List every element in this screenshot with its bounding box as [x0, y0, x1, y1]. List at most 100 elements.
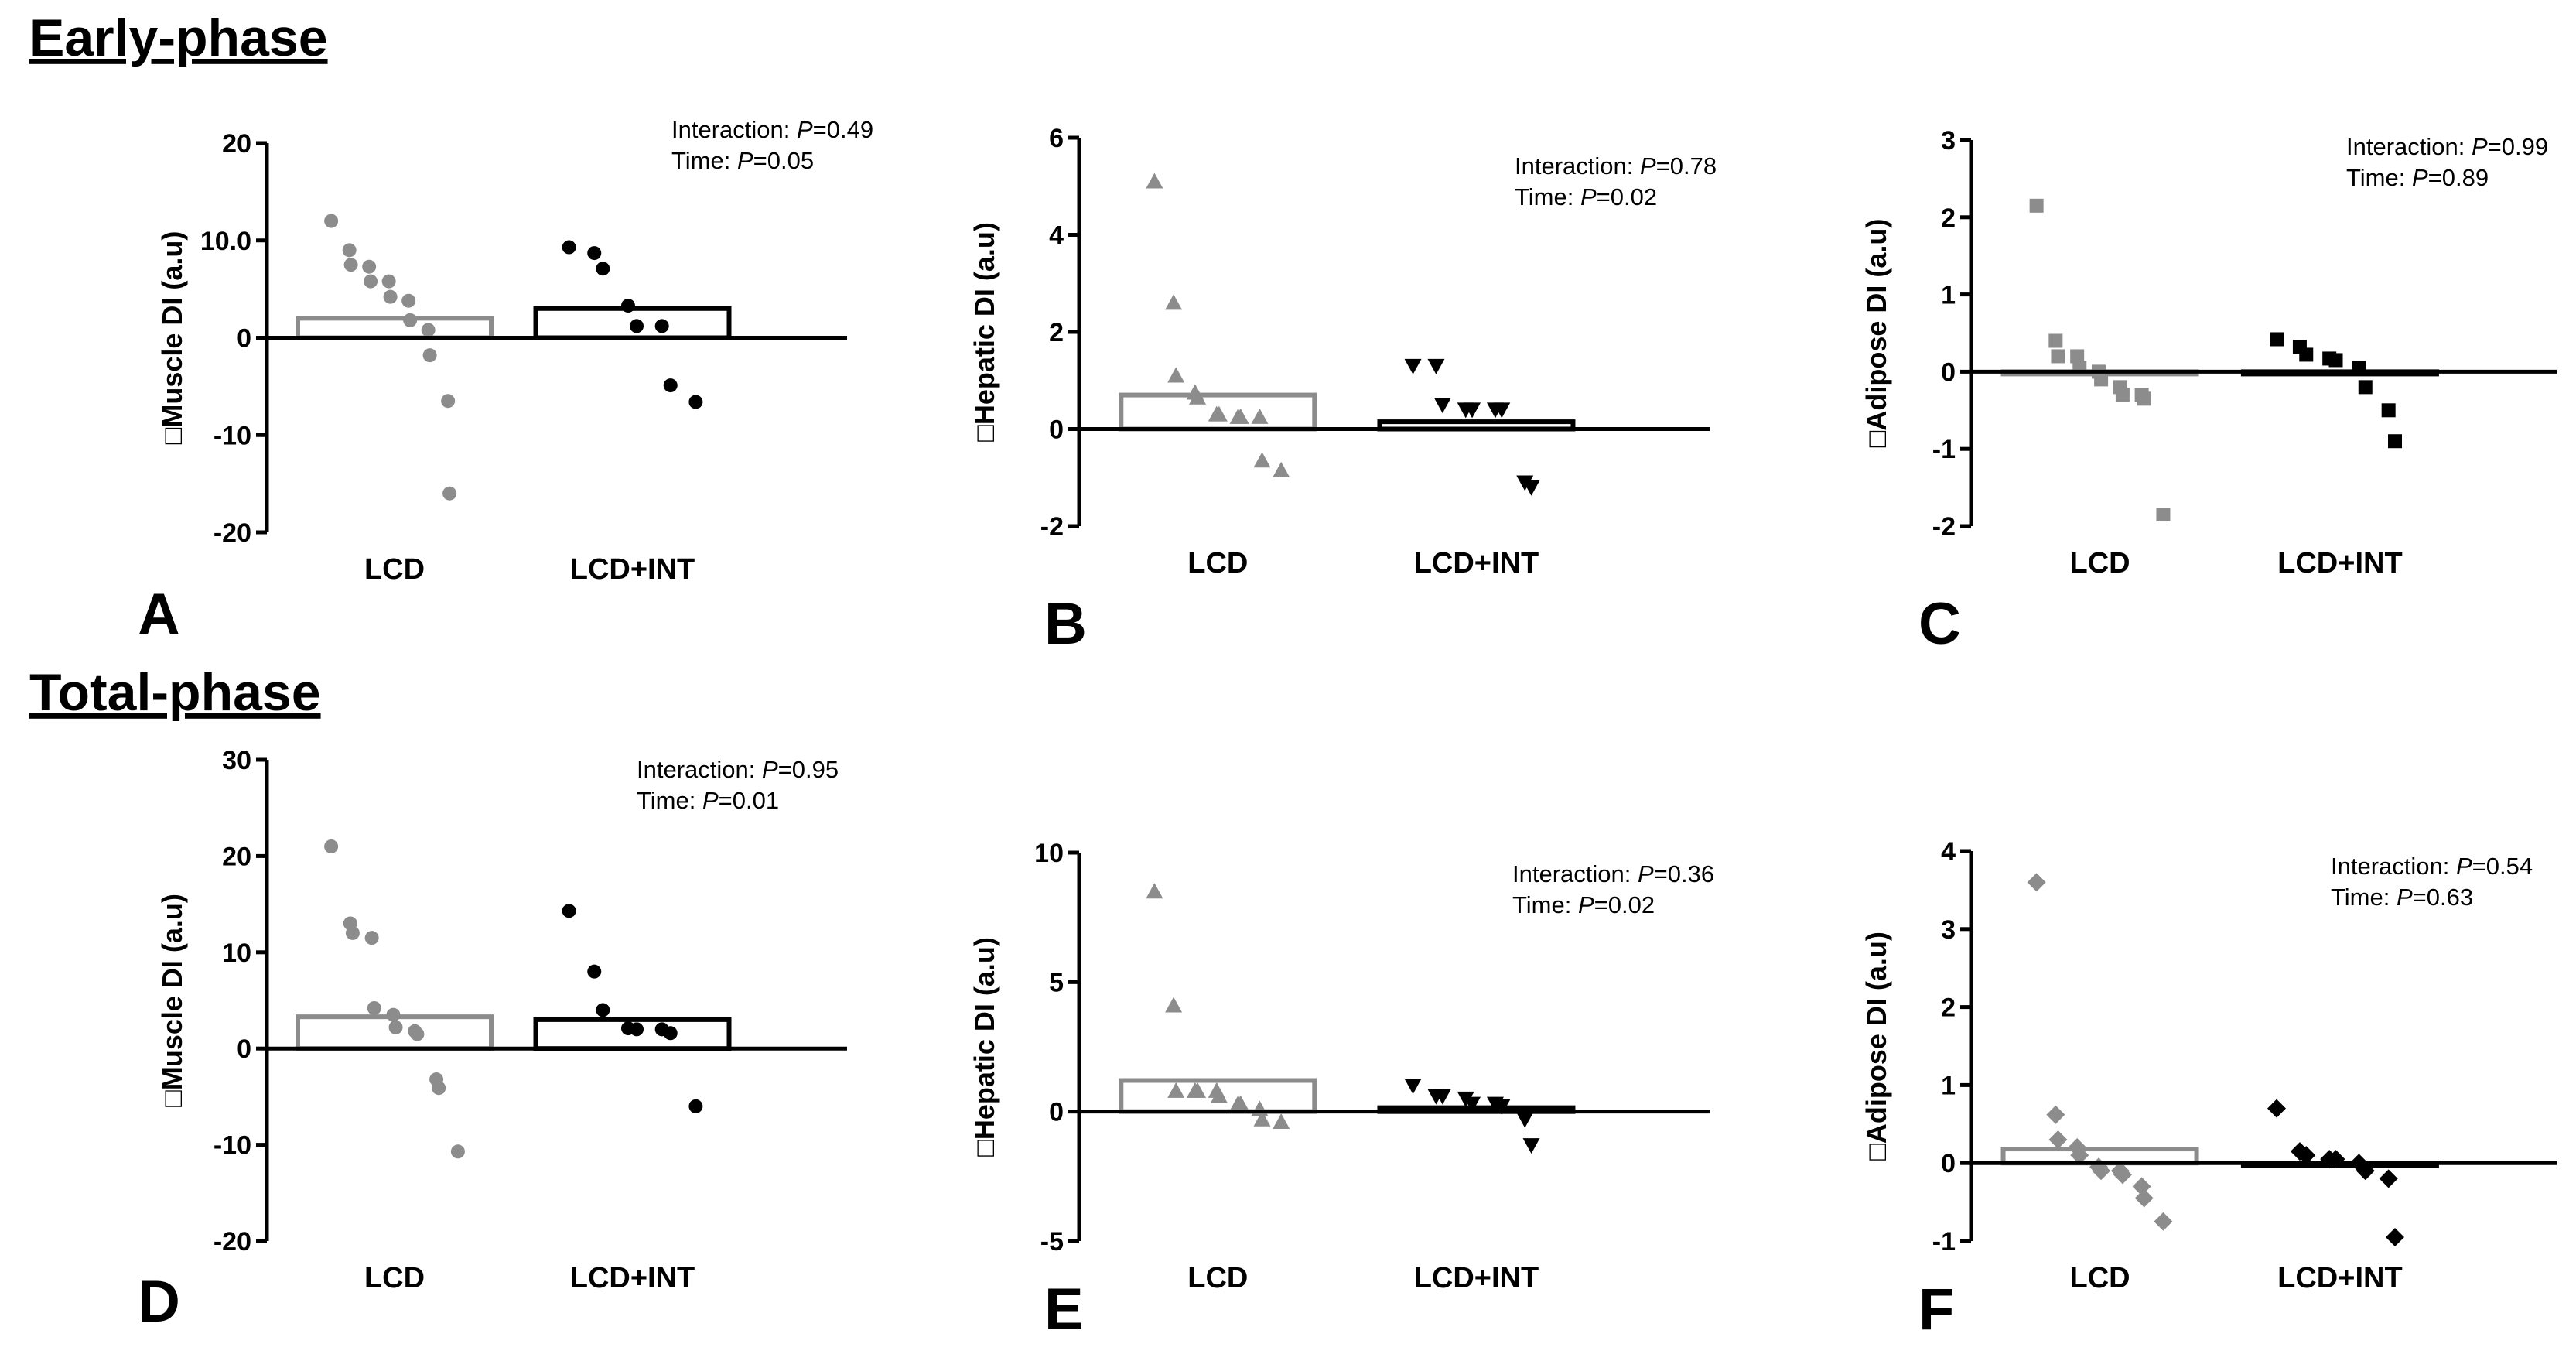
x-tick-label-lcd: LCD	[2069, 547, 2130, 580]
data-point-lcd	[2070, 349, 2085, 364]
y-tick-label: 20	[222, 129, 251, 159]
interaction-annotation: Interaction: P=0.36	[1512, 860, 1714, 887]
data-point-lcd-int	[2297, 1146, 2316, 1165]
data-point-lcd-int	[2388, 434, 2403, 449]
data-point-lcd	[1189, 388, 1207, 405]
data-point-lcd	[1167, 1082, 1185, 1098]
y-tick-label: -1	[1932, 435, 1956, 464]
data-point-lcd	[421, 323, 436, 337]
interaction-annotation: Interaction: P=0.99	[2346, 133, 2548, 160]
data-point-lcd-int	[1464, 1096, 1481, 1113]
data-point-lcd	[442, 486, 457, 501]
data-point-lcd-int	[2381, 403, 2396, 418]
data-point-lcd	[383, 289, 398, 304]
data-point-lcd	[2046, 1105, 2065, 1124]
time-annotation: Time: P=0.02	[1512, 891, 1655, 918]
data-point-lcd	[343, 258, 358, 272]
x-tick-label-lcd: LCD	[2069, 1262, 2130, 1294]
data-point-lcd	[1232, 1095, 1249, 1111]
data-point-lcd	[410, 1027, 425, 1041]
y-tick-label: 2	[1049, 318, 1064, 347]
y-tick-label: 20	[222, 842, 251, 871]
data-point-lcd	[1167, 367, 1185, 383]
x-tick-label-lcd-int: LCD+INT	[1414, 547, 1539, 580]
y-tick-label: 1	[1941, 1071, 1956, 1100]
x-tick-label-lcd-int: LCD+INT	[570, 553, 695, 586]
data-point-lcd-int	[663, 378, 678, 393]
data-point-lcd-int	[1516, 1112, 1534, 1128]
panel-label: A	[138, 582, 180, 648]
data-point-lcd	[2092, 1161, 2111, 1181]
y-tick-label: -2	[1932, 512, 1956, 542]
section-title-early: Early-phase	[29, 9, 328, 67]
data-point-lcd	[1232, 408, 1249, 424]
time-annotation: Time: P=0.63	[2331, 884, 2473, 911]
y-tick-label: -20	[214, 518, 251, 548]
y-tick-label: 0	[1049, 1098, 1064, 1127]
y-tick-label: 2	[1941, 993, 1956, 1023]
data-point-lcd-int	[688, 1099, 703, 1113]
data-point-lcd-int	[596, 262, 610, 276]
data-point-lcd-int	[2356, 1161, 2375, 1181]
panel-label: B	[1044, 591, 1087, 657]
data-point-lcd	[367, 1000, 381, 1015]
time-annotation: Time: P=0.05	[671, 147, 814, 174]
data-point-lcd	[1273, 461, 1290, 477]
data-point-lcd	[1165, 997, 1183, 1013]
x-tick-label-lcd-int: LCD+INT	[2277, 1262, 2403, 1294]
data-point-lcd-int	[1433, 398, 1451, 414]
panel-label: C	[1918, 591, 1961, 657]
data-point-lcd	[388, 1020, 403, 1034]
y-tick-label: 10	[222, 939, 251, 968]
x-tick-label-lcd: LCD	[1187, 1262, 1248, 1294]
data-point-lcd	[2048, 1130, 2068, 1149]
data-point-lcd	[1251, 408, 1269, 424]
panel-label: F	[1918, 1277, 1954, 1342]
data-point-lcd-int	[1404, 1079, 1422, 1095]
x-tick-label-lcd-int: LCD+INT	[570, 1262, 695, 1294]
data-point-lcd-int	[2270, 332, 2284, 347]
x-tick-label-lcd: LCD	[364, 1262, 425, 1294]
y-axis-title: □Adipose DI (a.u)	[1860, 932, 1892, 1161]
data-point-lcd-int	[1404, 358, 1422, 374]
data-point-lcd	[2094, 372, 2109, 387]
data-point-lcd	[364, 931, 379, 945]
data-point-lcd	[1210, 405, 1228, 422]
data-point-lcd	[403, 313, 418, 327]
data-point-lcd	[1253, 452, 1271, 468]
x-tick-label-lcd-int: LCD+INT	[1414, 1262, 1539, 1294]
data-point-lcd	[324, 214, 339, 228]
data-point-lcd-int	[1493, 1099, 1511, 1115]
y-tick-label: 0	[237, 1034, 251, 1064]
data-point-lcd-int	[2379, 1169, 2398, 1188]
data-point-lcd	[2134, 1188, 2154, 1208]
section-title-total: Total-phase	[29, 663, 321, 722]
y-tick-label: 0	[1941, 1149, 1956, 1178]
data-point-lcd	[1146, 883, 1163, 899]
interaction-annotation: Interaction: P=0.54	[2331, 853, 2533, 880]
data-point-lcd-int	[1522, 480, 1540, 496]
data-point-lcd-int	[2358, 380, 2373, 395]
data-point-lcd-int	[587, 964, 602, 979]
data-point-lcd	[2154, 1212, 2173, 1231]
y-axis-title: □Adipose DI (a.u)	[1860, 219, 1892, 448]
data-point-lcd	[345, 925, 360, 940]
data-point-lcd	[1165, 294, 1183, 310]
panel-label: D	[138, 1269, 180, 1335]
data-point-lcd	[1273, 1113, 1290, 1130]
data-point-lcd-int	[587, 246, 602, 261]
data-point-lcd-int	[562, 240, 576, 255]
data-point-lcd-int	[1464, 402, 1481, 419]
data-point-lcd	[450, 1144, 465, 1159]
data-point-lcd-int	[2299, 347, 2314, 362]
data-point-lcd	[1210, 1087, 1228, 1103]
data-point-lcd	[386, 1007, 401, 1022]
x-tick-label-lcd: LCD	[364, 553, 425, 586]
data-point-lcd-int	[654, 319, 669, 333]
data-point-lcd	[381, 274, 396, 289]
data-point-lcd-int	[2328, 353, 2343, 368]
data-point-lcd	[2051, 349, 2065, 364]
data-point-lcd	[2137, 391, 2151, 406]
bar-lcd	[296, 316, 494, 340]
